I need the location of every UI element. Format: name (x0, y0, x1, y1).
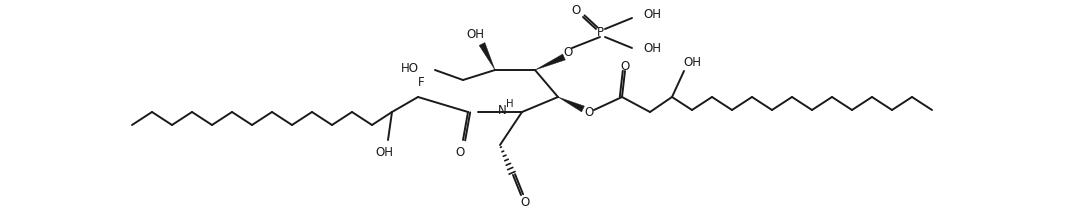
Text: N: N (498, 103, 506, 116)
Text: OH: OH (466, 29, 484, 41)
Text: O: O (620, 60, 630, 73)
Polygon shape (535, 54, 565, 70)
Text: O: O (456, 146, 464, 159)
Text: OH: OH (375, 146, 393, 159)
Text: F: F (418, 76, 424, 89)
Polygon shape (558, 97, 584, 112)
Text: P: P (596, 27, 604, 40)
Text: O: O (571, 5, 581, 17)
Polygon shape (479, 43, 494, 70)
Text: O: O (564, 46, 572, 59)
Text: O: O (520, 197, 529, 210)
Text: OH: OH (683, 56, 701, 68)
Text: OH: OH (643, 8, 661, 22)
Text: O: O (584, 105, 594, 119)
Text: H: H (506, 99, 514, 109)
Text: OH: OH (643, 41, 661, 54)
Text: HO: HO (401, 62, 419, 75)
